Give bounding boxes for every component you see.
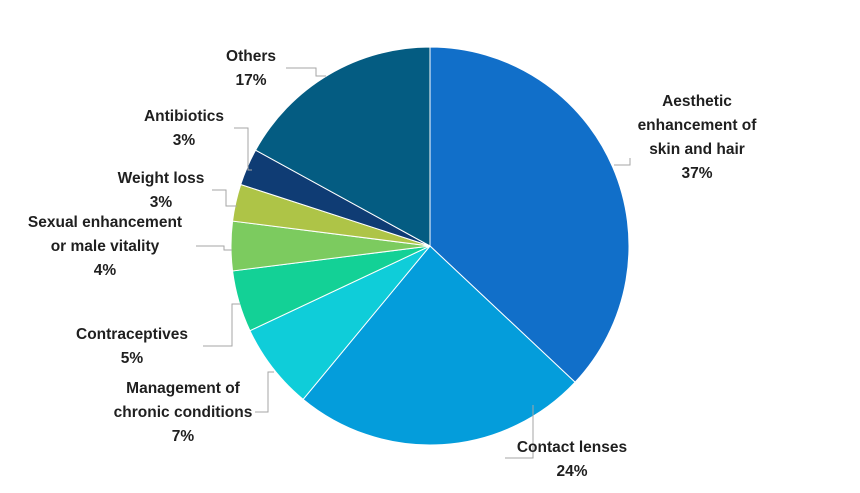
leader-line bbox=[614, 158, 631, 166]
slice-labels: Aesthetic enhancement of skin and hair 37% C… bbox=[28, 48, 757, 480]
leader-line bbox=[286, 67, 326, 77]
slice-category-label: Aesthetic bbox=[662, 93, 732, 110]
leader-line bbox=[212, 189, 237, 207]
slice-value-label: 24% bbox=[556, 463, 587, 480]
slice-category-label: Contact lenses bbox=[517, 439, 627, 456]
pie-slice bbox=[254, 46, 431, 247]
pie-slices bbox=[230, 46, 630, 446]
slice-category-label: Weight loss bbox=[118, 170, 205, 187]
pie-slice bbox=[302, 245, 576, 446]
slice-category-label: skin and hair bbox=[649, 141, 745, 158]
slice-category-label: Antibiotics bbox=[144, 108, 224, 125]
slice-value-label: 3% bbox=[150, 194, 173, 211]
leader-line bbox=[203, 303, 240, 347]
slice-category-label: Management of bbox=[126, 380, 241, 397]
slice-value-label: 17% bbox=[235, 72, 266, 89]
slice-value-label: 3% bbox=[173, 132, 196, 149]
slice-value-label: 37% bbox=[681, 165, 712, 182]
slice-category-label: Sexual enhancement bbox=[28, 214, 182, 231]
slice-category-label: or male vitality bbox=[51, 238, 160, 255]
leader-line bbox=[234, 127, 252, 171]
slice-category-label: enhancement of bbox=[638, 117, 758, 134]
leader-lines bbox=[196, 67, 631, 459]
leader-line bbox=[196, 245, 232, 251]
pie-slice bbox=[429, 46, 630, 383]
slice-value-label: 5% bbox=[121, 350, 144, 367]
slice-category-label: Others bbox=[226, 48, 276, 65]
leader-line bbox=[505, 405, 534, 459]
slice-category-label: chronic conditions bbox=[114, 404, 253, 421]
slice-value-label: 4% bbox=[94, 262, 117, 279]
slice-category-label: Contraceptives bbox=[76, 326, 188, 343]
slice-value-label: 7% bbox=[172, 428, 195, 445]
leader-line bbox=[255, 371, 274, 413]
